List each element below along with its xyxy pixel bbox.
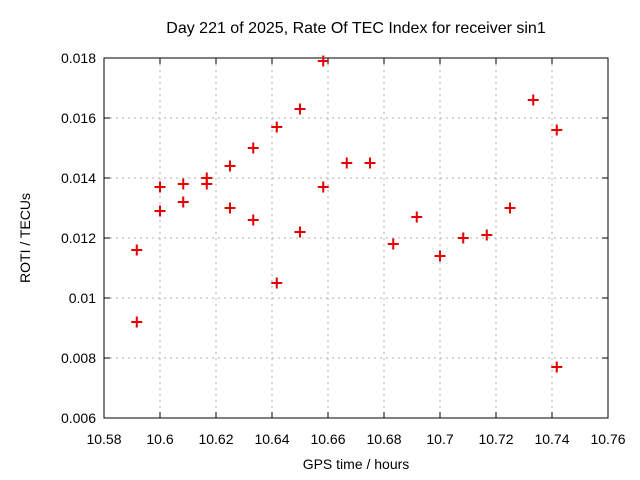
data-point-marker <box>434 250 446 262</box>
data-point-marker <box>224 160 236 172</box>
plot-border <box>103 57 609 419</box>
y-tick-label: 0.01 <box>69 290 96 306</box>
data-points-layer <box>131 55 563 373</box>
data-point-marker <box>551 361 563 373</box>
x-axis-label: GPS time / hours <box>303 456 410 472</box>
x-tick-label: 10.7 <box>426 431 453 447</box>
data-point-marker <box>481 229 493 241</box>
data-point-marker <box>271 121 283 133</box>
data-point-marker <box>387 238 399 250</box>
data-point-marker <box>271 277 283 289</box>
data-point-marker <box>247 142 259 154</box>
x-tick-label: 10.72 <box>478 431 513 447</box>
data-point-marker <box>224 202 236 214</box>
x-tick-label: 10.62 <box>198 431 233 447</box>
x-tick-label: 10.68 <box>366 431 401 447</box>
x-tick-label: 10.76 <box>590 431 625 447</box>
x-tick-label: 10.58 <box>86 431 121 447</box>
data-point-marker <box>201 178 213 190</box>
data-point-marker <box>527 94 539 106</box>
x-tick-label: 10.66 <box>310 431 345 447</box>
chart-title: Day 221 of 2025, Rate Of TEC Index for r… <box>166 20 546 37</box>
x-tick-label: 10.64 <box>254 431 289 447</box>
data-point-marker <box>247 214 259 226</box>
y-tick-label: 0.012 <box>61 230 96 246</box>
data-point-marker <box>131 244 143 256</box>
data-point-marker <box>294 226 306 238</box>
y-tick-label: 0.006 <box>61 410 96 426</box>
data-point-marker <box>154 205 166 217</box>
data-point-marker <box>294 103 306 115</box>
y-tick-label: 0.014 <box>61 170 96 186</box>
data-point-marker <box>551 124 563 136</box>
y-tick-label: 0.008 <box>61 350 96 366</box>
y-tick-label: 0.016 <box>61 110 96 126</box>
data-point-marker <box>411 211 423 223</box>
data-point-marker <box>154 181 166 193</box>
y-axis-label: ROTI / TECUs <box>17 193 33 283</box>
x-tick-label: 10.6 <box>146 431 173 447</box>
data-point-marker <box>177 178 189 190</box>
data-point-marker <box>504 202 516 214</box>
data-point-marker <box>177 196 189 208</box>
data-point-marker <box>457 232 469 244</box>
y-tick-label: 0.018 <box>61 50 96 66</box>
tick-label-layer: 10.58 10.6 10.62 10.64 10.66 10.68 10.7 10.72 10… <box>61 50 626 447</box>
data-point-marker <box>364 157 376 169</box>
data-point-marker <box>341 157 353 169</box>
data-point-marker <box>317 55 329 67</box>
data-point-marker <box>317 181 329 193</box>
label-layer: Day 221 of 2025, Rate Of TEC Index for r… <box>17 20 546 472</box>
x-tick-label: 10.74 <box>534 431 569 447</box>
data-point-marker <box>131 316 143 328</box>
grid-layer <box>104 58 608 418</box>
